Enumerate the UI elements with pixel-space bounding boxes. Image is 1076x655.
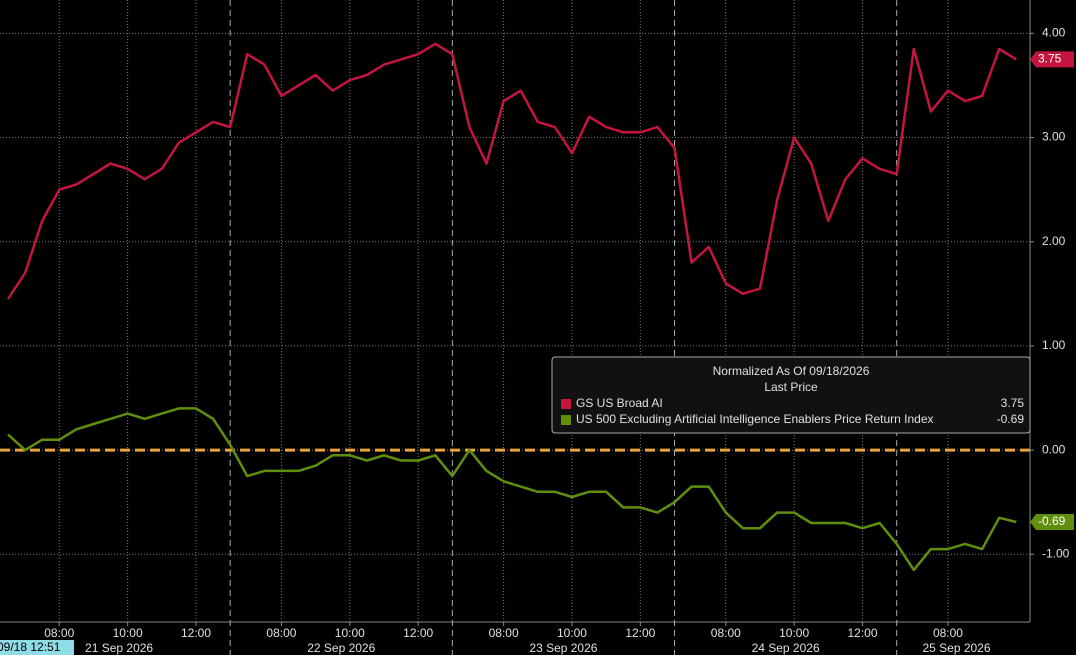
legend-entry: US 500 Excluding Artificial Intelligence…: [576, 412, 934, 426]
legend-subtitle: Last Price: [764, 380, 818, 394]
legend-title: Normalized As Of 09/18/2026: [713, 364, 870, 378]
day-label: 23 Sep 2026: [529, 641, 597, 655]
x-tick-label: 12:00: [403, 626, 433, 640]
legend-value: -0.69: [997, 412, 1025, 426]
x-tick-label: 10:00: [779, 626, 809, 640]
x-tick-label: 08:00: [44, 626, 74, 640]
y-tick-label: 0.00: [1042, 442, 1066, 456]
series-line: [6, 42, 1017, 300]
start-label: 09/18 12:51: [0, 640, 74, 655]
legend-box: [551, 356, 1031, 434]
legend-value: 3.75: [1001, 396, 1025, 410]
series-line: [7, 407, 1017, 572]
x-tick-label: 10:00: [335, 626, 365, 640]
last-value-tag: -0.69: [1030, 513, 1074, 530]
legend-swatch: [561, 399, 571, 409]
day-label: 24 Sep 2026: [752, 641, 820, 655]
legend-entry: GS US Broad AI: [576, 396, 663, 410]
legend: Normalized As Of 09/18/2026 Last Price GS …: [551, 356, 1031, 434]
x-tick-label: 12:00: [625, 626, 655, 640]
x-tick-label: 12:00: [847, 626, 877, 640]
x-tick-label: 08:00: [711, 626, 741, 640]
start-label-box: [0, 640, 74, 655]
x-tick-label: 08:00: [489, 626, 519, 640]
x-tick-label: 10:00: [113, 626, 143, 640]
y-tick-label: 2.00: [1042, 234, 1066, 248]
x-tick-label: 08:00: [266, 626, 296, 640]
day-label: 21 Sep 2026: [85, 641, 153, 655]
day-label: 25 Sep 2026: [922, 641, 990, 655]
start-label-text: 09/18 12:51: [0, 640, 61, 654]
y-tick-label: 4.00: [1042, 26, 1066, 40]
last-value-tag: 3.75: [1030, 51, 1074, 68]
y-tick-label: -1.00: [1042, 546, 1070, 560]
x-tick-label: 10:00: [557, 626, 587, 640]
tag-shape: [1030, 51, 1074, 68]
day-label: 22 Sep 2026: [307, 641, 375, 655]
last-value-label: -0.69: [1038, 514, 1066, 528]
y-tick-label: 1.00: [1042, 338, 1066, 352]
x-tick-label: 12:00: [181, 626, 211, 640]
y-tick-label: 3.00: [1042, 130, 1066, 144]
legend-swatch: [561, 415, 571, 425]
x-tick-label: 08:00: [933, 626, 963, 640]
tag-shape: [1030, 513, 1074, 530]
last-value-label: 3.75: [1038, 52, 1062, 66]
